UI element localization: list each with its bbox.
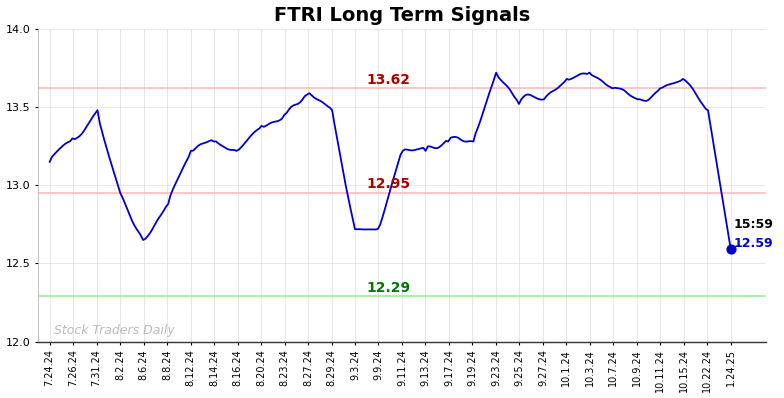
Point <box>724 246 737 253</box>
Text: 12.29: 12.29 <box>367 281 411 295</box>
Text: 12.59: 12.59 <box>733 237 773 250</box>
Text: 15:59: 15:59 <box>733 218 773 231</box>
Title: FTRI Long Term Signals: FTRI Long Term Signals <box>274 6 530 25</box>
Text: 13.62: 13.62 <box>367 72 411 87</box>
Text: 12.95: 12.95 <box>367 178 411 191</box>
Text: Stock Traders Daily: Stock Traders Daily <box>54 324 175 337</box>
